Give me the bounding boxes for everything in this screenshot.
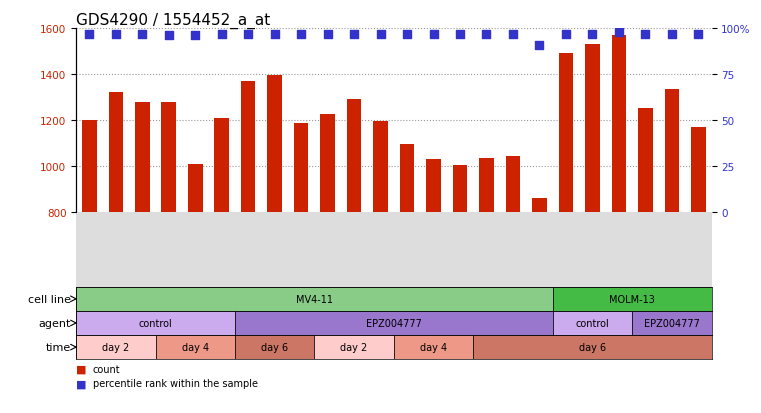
Point — [348, 31, 360, 38]
Point — [560, 31, 572, 38]
Point — [322, 31, 334, 38]
Bar — [691, 128, 705, 212]
Bar — [314, 335, 394, 359]
Bar — [559, 54, 573, 212]
Point — [269, 31, 281, 38]
Point — [586, 31, 598, 38]
Text: day 4: day 4 — [182, 342, 209, 352]
Bar — [235, 311, 552, 335]
Bar — [505, 156, 521, 212]
Bar — [664, 90, 679, 212]
Bar — [320, 115, 335, 212]
Point — [83, 31, 95, 38]
Point — [428, 31, 440, 38]
Bar — [76, 287, 552, 311]
Text: ■: ■ — [76, 378, 87, 388]
Point — [163, 33, 175, 40]
Bar — [76, 335, 155, 359]
Point — [374, 31, 387, 38]
Text: day 6: day 6 — [261, 342, 288, 352]
Point — [693, 31, 705, 38]
Point — [401, 31, 413, 38]
Text: cell line: cell line — [28, 294, 71, 304]
Bar — [135, 102, 150, 212]
Bar — [394, 335, 473, 359]
Point — [666, 31, 678, 38]
Bar — [585, 45, 600, 212]
Bar — [552, 287, 712, 311]
Bar — [453, 166, 467, 212]
Text: agent: agent — [39, 318, 71, 328]
Bar — [188, 164, 202, 212]
Text: ■: ■ — [76, 364, 87, 374]
Point — [242, 31, 254, 38]
Bar — [215, 119, 229, 212]
Text: EPZ004777: EPZ004777 — [366, 318, 422, 328]
Point — [639, 31, 651, 38]
Bar — [76, 311, 235, 335]
Point — [454, 31, 466, 38]
Text: time: time — [46, 342, 71, 352]
Bar — [426, 160, 441, 212]
Point — [507, 31, 519, 38]
Text: day 6: day 6 — [579, 342, 606, 352]
Bar — [235, 335, 314, 359]
Bar — [612, 36, 626, 212]
Bar — [109, 93, 123, 212]
Text: MV4-11: MV4-11 — [296, 294, 333, 304]
Text: day 2: day 2 — [340, 342, 368, 352]
Bar — [552, 311, 632, 335]
Point — [533, 42, 546, 49]
Bar — [374, 122, 388, 212]
Bar — [400, 145, 414, 212]
Text: MOLM-13: MOLM-13 — [609, 294, 655, 304]
Text: control: control — [575, 318, 610, 328]
Text: day 2: day 2 — [102, 342, 129, 352]
Point — [136, 31, 148, 38]
Text: control: control — [139, 318, 173, 328]
Bar — [632, 311, 712, 335]
Bar — [294, 124, 308, 212]
Point — [110, 31, 122, 38]
Bar — [473, 335, 712, 359]
Bar — [638, 109, 653, 212]
Point — [480, 31, 492, 38]
Text: percentile rank within the sample: percentile rank within the sample — [93, 378, 258, 388]
Bar — [267, 76, 282, 212]
Bar — [155, 335, 235, 359]
Point — [613, 29, 625, 36]
Bar — [82, 121, 97, 212]
Text: day 4: day 4 — [420, 342, 447, 352]
Text: GDS4290 / 1554452_a_at: GDS4290 / 1554452_a_at — [76, 13, 270, 29]
Bar — [532, 199, 546, 212]
Bar — [347, 100, 361, 212]
Point — [189, 33, 202, 40]
Bar — [161, 102, 176, 212]
Point — [215, 31, 228, 38]
Text: EPZ004777: EPZ004777 — [644, 318, 700, 328]
Bar — [241, 82, 256, 212]
Point — [295, 31, 307, 38]
Bar — [479, 159, 494, 212]
Text: count: count — [93, 364, 120, 374]
